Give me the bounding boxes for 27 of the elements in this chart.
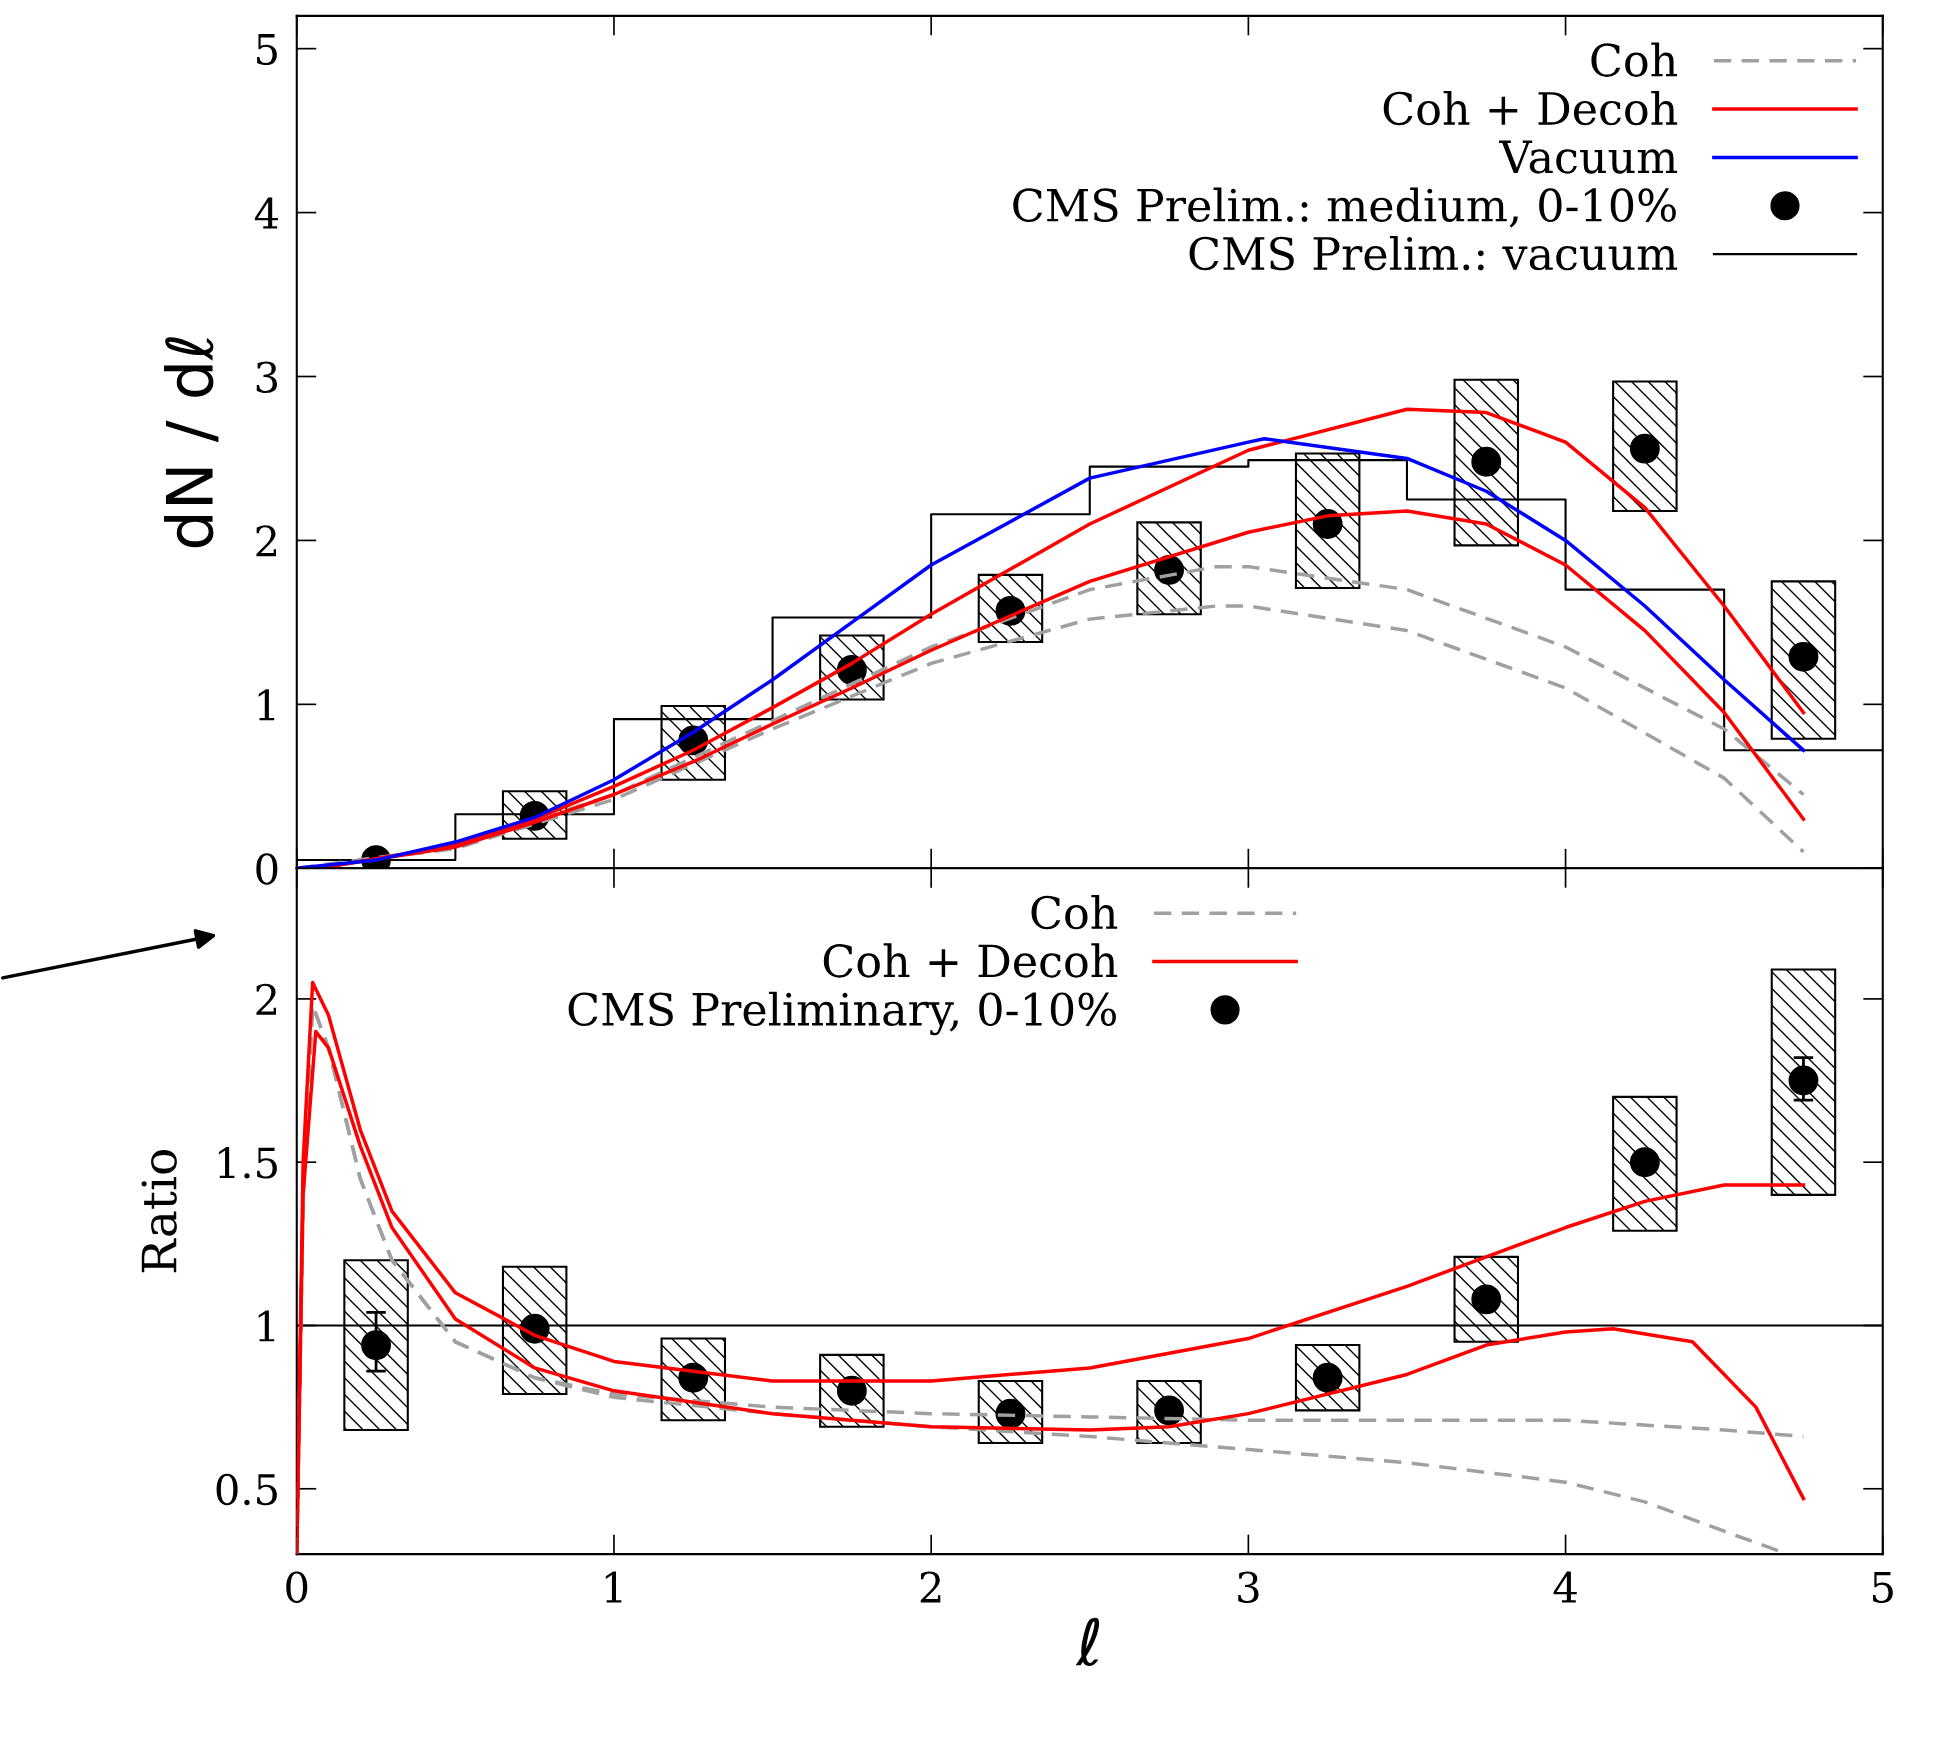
y-tick-label: 5 <box>257 34 277 66</box>
y-tick-label: 1 <box>258 1310 275 1342</box>
x-tick-label: 5 <box>1873 1572 1893 1603</box>
x-tick-label: 3 <box>1238 1571 1259 1603</box>
y-tick-label: 1.5 <box>218 1147 277 1179</box>
x-tick-label: 4 <box>1553 1571 1577 1603</box>
legend-label: CMS Preliminary, 0-10% <box>568 991 1116 1036</box>
y-axis-title: Ratio <box>141 1149 177 1273</box>
legend-label: Coh <box>1031 894 1118 930</box>
legend-label: CMS Prelim.: medium, 0-10% <box>1013 187 1676 228</box>
x-axis-title: ℓ <box>1075 1617 1100 1667</box>
legend-label: Coh <box>1591 42 1678 77</box>
legend-label: Coh + Decoh <box>823 943 1118 978</box>
x-tick-label: 0 <box>286 1571 308 1603</box>
legend-label: Coh + Decoh <box>1383 90 1678 126</box>
y-tick-label: 0.5 <box>216 1473 277 1506</box>
y-tick-label: 3 <box>256 361 278 393</box>
x-tick-label: 1 <box>605 1571 622 1603</box>
legend-label: Vacuum <box>1499 140 1678 174</box>
y-tick-label: 2 <box>256 525 277 557</box>
y-tick-label: 1 <box>258 689 275 721</box>
legend-label: CMS Prelim.: vacuum <box>1189 235 1678 271</box>
x-tick-label: 2 <box>920 1571 941 1603</box>
y-axis-title: dN / dℓ <box>163 337 219 548</box>
y-tick-label: 4 <box>254 197 278 229</box>
y-tick-label: 0 <box>256 853 278 885</box>
y-tick-label: 2 <box>256 983 277 1015</box>
